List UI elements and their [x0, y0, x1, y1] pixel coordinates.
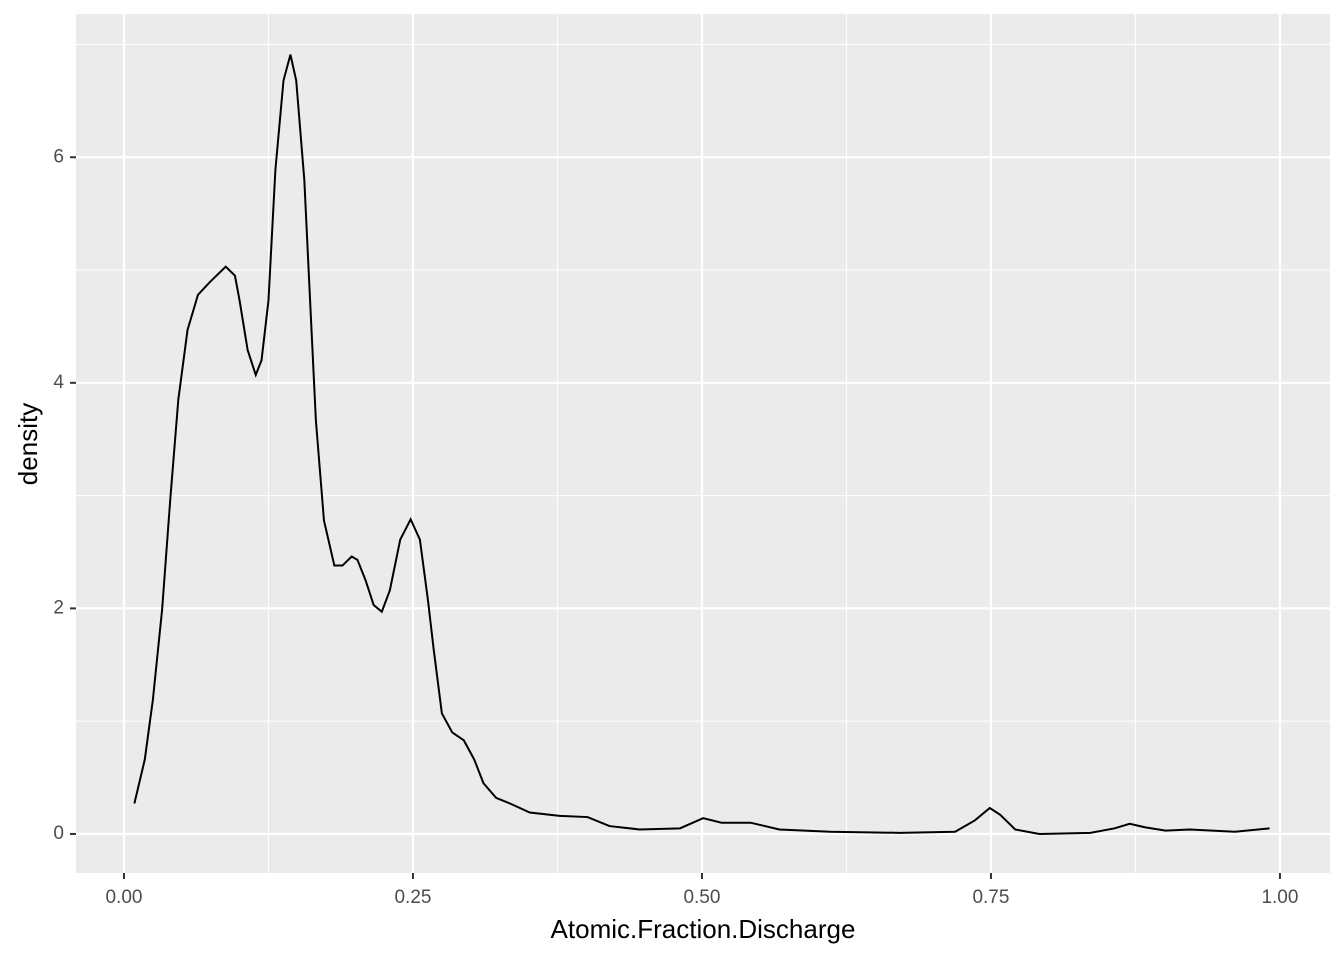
- y-tick-label: 4: [53, 372, 64, 393]
- x-tick-label: 0.75: [972, 887, 1009, 908]
- y-axis-label: density: [13, 403, 43, 485]
- x-axis-label: Atomic.Fraction.Discharge: [551, 914, 856, 944]
- x-tick-label: 0.25: [394, 887, 431, 908]
- y-tick-label: 0: [53, 823, 64, 844]
- x-tick-label: 1.00: [1261, 887, 1298, 908]
- y-tick-label: 2: [53, 597, 64, 618]
- density-line: [133, 54, 1270, 835]
- x-tick-label: 0.50: [683, 887, 720, 908]
- y-tick-label: 6: [53, 146, 64, 167]
- x-tick-label: 0.00: [105, 887, 142, 908]
